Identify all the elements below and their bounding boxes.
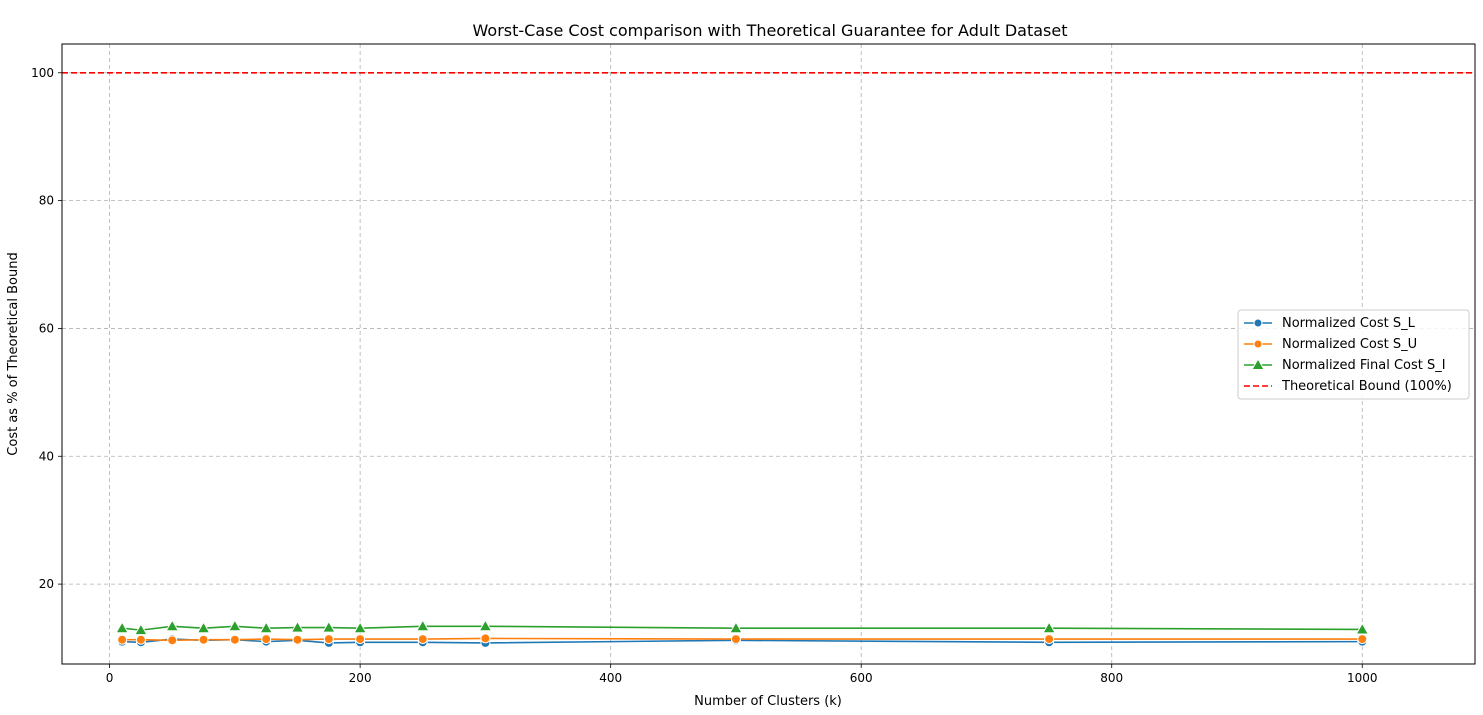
data-point <box>480 633 491 644</box>
data-point <box>1355 622 1370 635</box>
plot-frame <box>61 43 1476 665</box>
data-point <box>259 621 274 634</box>
ticks: 0 200 400 600 800 1000 20 40 60 80 100 <box>31 66 1377 685</box>
legend-label: Normalized Final Cost S_I <box>1282 358 1446 373</box>
data-point <box>135 634 146 645</box>
y-tick-label: 100 <box>31 66 54 80</box>
data-point <box>292 634 303 645</box>
data-point <box>167 635 178 646</box>
data-point <box>1044 634 1055 645</box>
data-point <box>729 621 743 634</box>
data-point <box>355 634 366 645</box>
y-tick-label: 60 <box>39 321 54 335</box>
data-point <box>1042 621 1056 634</box>
data-point <box>323 634 334 645</box>
y-tick-label: 40 <box>39 449 54 463</box>
legend-entry: Normalized Final Cost S_I <box>1244 357 1446 373</box>
data-point <box>134 623 148 636</box>
x-tick-label: 1000 <box>1347 671 1378 685</box>
legend-label: Theoretical Bound (100%) <box>1281 379 1452 394</box>
legend-entry: Theoretical Bound (100%) <box>1244 379 1452 394</box>
data-point <box>229 634 240 645</box>
legend-swatch-marker <box>1253 318 1263 328</box>
data-point <box>478 619 493 632</box>
series-line <box>122 638 1363 644</box>
data-point <box>290 620 305 633</box>
series-layer <box>62 71 1475 648</box>
series-1 <box>117 634 1368 648</box>
x-axis-label: Number of Clusters (k) <box>694 694 842 709</box>
series-line <box>122 625 1363 631</box>
data-point <box>261 634 272 645</box>
legend-label: Normalized Cost S_L <box>1282 316 1416 331</box>
legend-swatch-marker <box>1253 339 1263 349</box>
series-2 <box>117 633 1368 646</box>
series-line <box>122 637 1363 642</box>
x-tick-label: 400 <box>599 671 622 685</box>
legend-entry: Normalized Cost S_L <box>1244 316 1416 331</box>
legend-label: Normalized Cost S_U <box>1282 337 1417 352</box>
legend: Normalized Cost S_L Normalized Cost S_U No… <box>1237 309 1470 400</box>
y-tick-label: 80 <box>39 194 54 208</box>
y-tick-label: 20 <box>39 577 54 591</box>
data-point <box>198 634 209 645</box>
data-point <box>117 634 128 645</box>
data-point <box>321 620 336 633</box>
data-point <box>415 619 430 632</box>
legend-box <box>1237 309 1470 400</box>
x-tick-label: 800 <box>1100 671 1123 685</box>
x-tick-label: 0 <box>106 671 114 685</box>
y-axis-label: Cost as % of Theoretical Bound <box>6 252 21 455</box>
data-point <box>353 621 367 634</box>
x-tick-label: 600 <box>850 671 873 685</box>
chart-title: Worst-Case Cost comparison with Theoreti… <box>473 21 1068 40</box>
legend-entry: Normalized Cost S_U <box>1244 337 1417 352</box>
data-point <box>165 619 180 632</box>
data-point <box>730 634 741 645</box>
data-point <box>417 634 428 645</box>
x-tick-label: 200 <box>349 671 372 685</box>
legend-swatch-marker <box>1251 357 1265 370</box>
series-3 <box>115 619 1370 636</box>
data-point <box>115 621 129 634</box>
data-point <box>228 619 242 632</box>
data-point <box>1357 634 1368 645</box>
data-point <box>196 621 211 634</box>
